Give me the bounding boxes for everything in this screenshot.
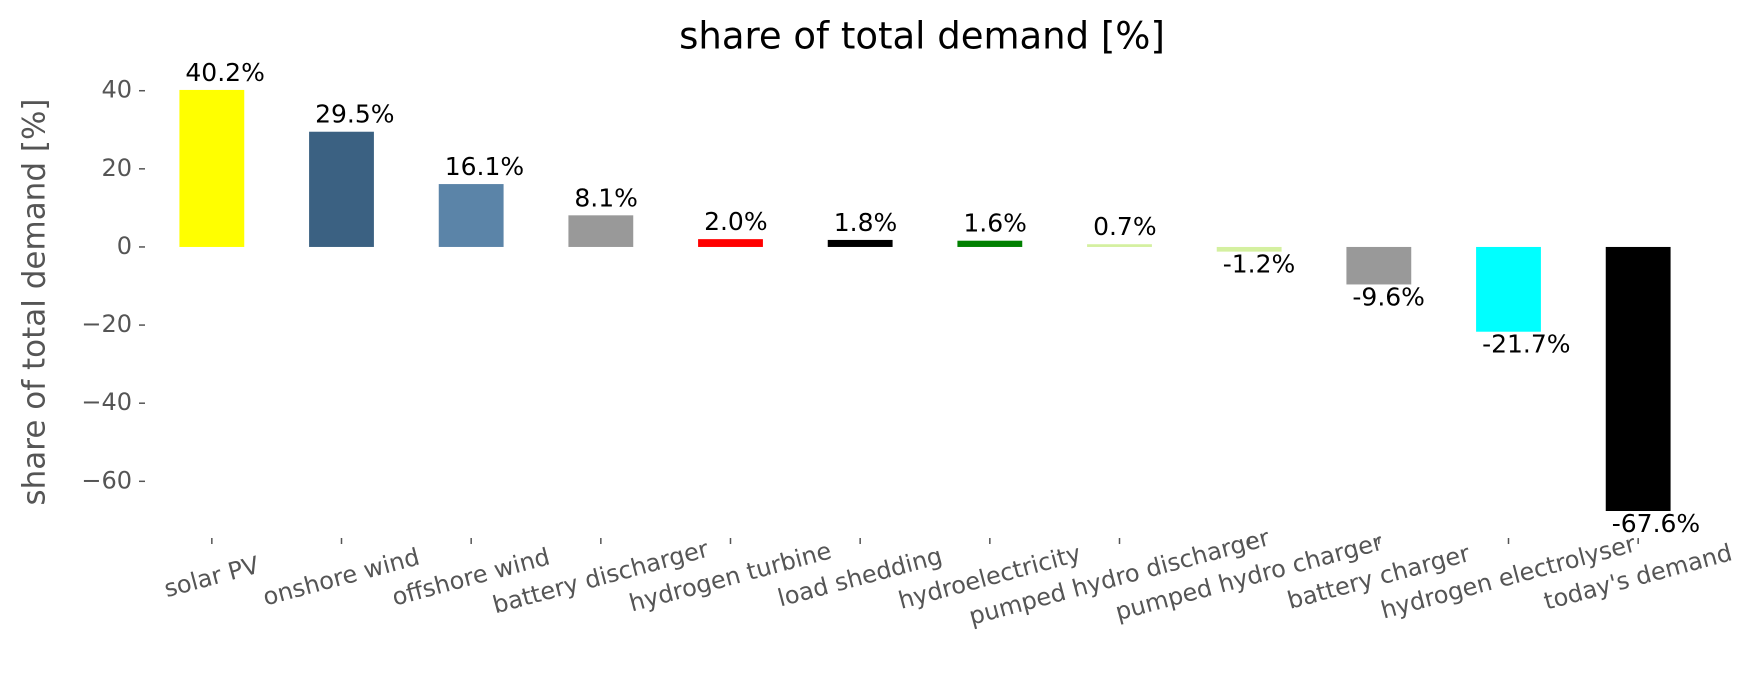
y-tick-label: −60 (81, 466, 132, 494)
value-label: 8.1% (574, 183, 638, 212)
value-label: 2.0% (704, 207, 768, 236)
value-label: 1.8% (834, 208, 898, 237)
bar (698, 239, 763, 247)
value-label: 0.7% (1093, 212, 1157, 241)
y-tick-label: −40 (81, 388, 132, 416)
bar (309, 131, 374, 247)
bar (1476, 246, 1541, 332)
y-tick-label: 40 (101, 76, 132, 104)
y-tick-label: −20 (81, 310, 132, 338)
value-label: -21.7% (1482, 330, 1570, 359)
value-label: 1.6% (963, 209, 1027, 238)
y-axis-label: share of total demand [%] (17, 98, 53, 505)
bar (827, 239, 893, 247)
bar (179, 89, 245, 247)
bar (957, 240, 1023, 247)
bar (1216, 246, 1282, 252)
bar (568, 215, 634, 247)
bar (1087, 244, 1152, 247)
x-tick-label: solar PV (161, 551, 262, 603)
value-label: 29.5% (315, 100, 394, 129)
value-label: -1.2% (1223, 250, 1296, 279)
value-label: 16.1% (445, 152, 524, 181)
y-tick-label: 20 (101, 154, 132, 182)
y-tick-label: 0 (117, 232, 132, 260)
value-label: -67.6% (1612, 509, 1700, 538)
bar (438, 184, 504, 247)
bar (1346, 246, 1412, 285)
value-label: 40.2% (185, 58, 264, 87)
bar (1605, 246, 1671, 512)
value-label: -9.6% (1352, 282, 1425, 311)
chart-title: share of total demand [%] (679, 15, 1165, 58)
